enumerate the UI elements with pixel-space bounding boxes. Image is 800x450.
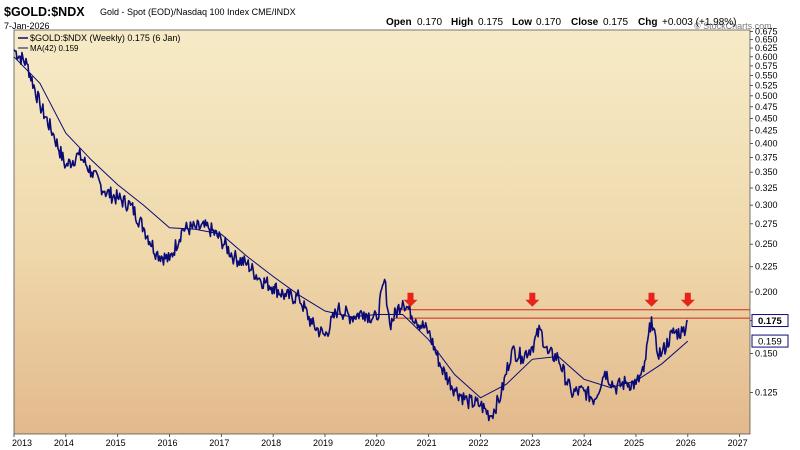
x-tick-label: 2019 <box>313 438 333 448</box>
x-tick-label: 2014 <box>54 438 74 448</box>
legend: $GOLD:$NDX (Weekly) 0.175 (6 Jan) MA(42)… <box>18 33 180 53</box>
x-tick-label: 2023 <box>520 438 540 448</box>
y-tick-label: 0.275 <box>755 219 778 229</box>
low-value: 0.170 <box>536 17 561 28</box>
high-value: 0.175 <box>478 17 503 28</box>
y-tick-label: 0.425 <box>755 126 778 136</box>
y-tick-label: 0.650 <box>755 35 778 45</box>
y-tick-label: 0.625 <box>755 43 778 53</box>
ma-price-tag-value: 0.159 <box>758 337 782 348</box>
y-tick-label: 0.450 <box>755 113 778 123</box>
open-label: Open <box>386 17 412 28</box>
y-tick-label: 0.350 <box>755 167 778 177</box>
y-tick-label: 0.250 <box>755 239 778 249</box>
down-arrow-icon <box>403 292 418 307</box>
x-tick-label: 2025 <box>624 438 644 448</box>
y-tick-label: 0.600 <box>755 52 778 62</box>
ma-price-tag-box <box>751 334 789 348</box>
x-tick-label: 2024 <box>572 438 592 448</box>
x-tick-label: 2021 <box>417 438 437 448</box>
symbol-title: $GOLD:$NDX <box>4 5 85 19</box>
legend-ma-label: MA(42) 0.159 <box>30 44 79 53</box>
price-line <box>13 49 689 422</box>
x-tick-label: 2022 <box>468 438 488 448</box>
x-tick-label: 2026 <box>676 438 696 448</box>
close-value: 0.175 <box>603 17 628 28</box>
arrow-annotations <box>403 292 695 307</box>
y-tick-label: 0.575 <box>755 61 778 71</box>
high-label: High <box>451 17 473 28</box>
last-price-tag-box <box>751 314 789 328</box>
down-arrow-icon <box>644 292 659 307</box>
y-tick-label: 0.125 <box>755 388 778 398</box>
chg-label: Chg <box>638 17 657 28</box>
watermark: © StockCharts.com <box>694 21 772 31</box>
plot-area <box>13 29 751 435</box>
x-tick-label: 2016 <box>157 438 177 448</box>
symbol-description: Gold - Spot (EOD)/Nasdaq 100 Index CME/I… <box>100 7 296 17</box>
y-tick-label: 0.675 <box>755 27 778 37</box>
y-tick-label: 0.525 <box>755 80 778 90</box>
y-tick-label: 0.475 <box>755 102 778 112</box>
ohlc-readout: Open 0.170 High 0.175 Low 0.170 Close 0.… <box>386 17 737 28</box>
down-arrow-icon <box>680 292 695 307</box>
y-tick-label: 0.300 <box>755 200 778 210</box>
ma-price-tag: 0.159 <box>751 334 789 348</box>
x-tick-label: 2017 <box>209 438 229 448</box>
y-tick-label: 0.500 <box>755 91 778 101</box>
x-tick-label: 2018 <box>261 438 281 448</box>
last-price-tag-value: 0.175 <box>758 316 782 327</box>
x-tick-label: 2020 <box>365 438 385 448</box>
close-label: Close <box>571 17 599 28</box>
open-value: 0.170 <box>417 17 442 28</box>
y-tick-label: 0.200 <box>755 287 778 297</box>
x-tick-label: 2015 <box>106 438 126 448</box>
x-axis: 2013 2014 2015 2016 2017 2018 2019 2020 2021 2022… <box>12 434 748 448</box>
x-tick-label: 2013 <box>12 438 32 448</box>
y-tick-label: 0.150 <box>755 349 778 359</box>
y-tick-label: 0.375 <box>755 152 778 162</box>
chg-value: +0.003 (+1.98%) <box>662 17 737 28</box>
y-tick-label: 0.550 <box>755 70 778 80</box>
down-arrow-icon <box>525 292 540 307</box>
low-label: Low <box>512 17 532 28</box>
x-tick-label: 2027 <box>728 438 748 448</box>
y-tick-label: 0.400 <box>755 139 778 149</box>
y-tick-label: 0.325 <box>755 183 778 193</box>
legend-price-label: $GOLD:$NDX (Weekly) 0.175 (6 Jan) <box>30 33 180 43</box>
y-tick-label: 0.225 <box>755 262 778 272</box>
last-price-tag: 0.175 <box>751 314 789 328</box>
chart-date: 7-Jan-2026 <box>4 21 50 31</box>
